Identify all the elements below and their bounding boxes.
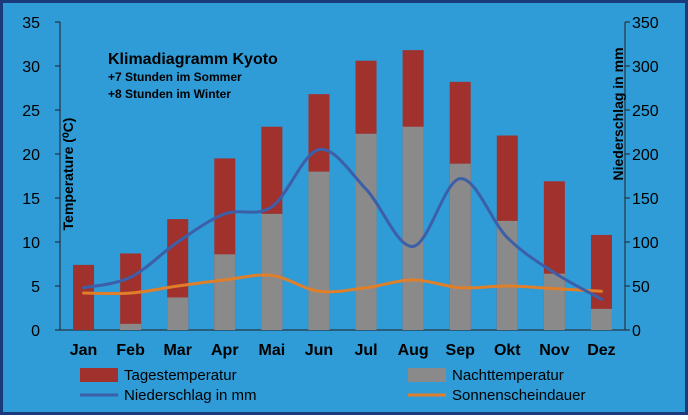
lines-layer (82, 148, 603, 301)
y-left-tick-label: 15 (22, 191, 40, 208)
y-left-tick-label: 5 (31, 279, 40, 296)
x-tick-label-jul: Jul (354, 342, 377, 359)
y-right-tick-label: 350 (632, 15, 659, 32)
bar-nachttemperatur-aug (402, 126, 424, 330)
bar-nachttemperatur-dez (590, 308, 612, 330)
x-tick-label-mar: Mar (163, 342, 191, 359)
x-tick-label-dez: Dez (587, 342, 615, 359)
y-left-tick-label: 30 (22, 59, 40, 76)
x-tick-label-jun: Jun (305, 342, 333, 359)
y-right-tick-label: 200 (632, 147, 659, 164)
chart-subtitle-line-1: +7 Stunden im Sommer (108, 70, 242, 84)
legend-label-nachttemperatur: Nachttemperatur (452, 367, 564, 384)
y-right-tick-label: 0 (632, 323, 641, 340)
bar-nachttemperatur-nov (543, 273, 565, 330)
chart-subtitle-line-2: +8 Stunden im Winter (108, 87, 231, 101)
bar-nachttemperatur-apr (214, 254, 236, 330)
x-tick-label-okt: Okt (494, 342, 521, 359)
y-right-tick-label: 100 (632, 235, 659, 252)
x-tick-label-apr: Apr (211, 342, 239, 359)
y-left-tick-label: 35 (22, 15, 40, 32)
bar-nachttemperatur-jul (355, 133, 377, 330)
x-tick-label-sep: Sep (446, 342, 476, 359)
bar-nachttemperatur-jun (308, 171, 330, 330)
y-axis-left-label: Temperature (⁰C) (60, 118, 76, 231)
x-tick-label-aug: Aug (398, 342, 429, 359)
line-niederschlag-in-mm (82, 148, 603, 301)
bar-nachttemperatur-okt (496, 220, 518, 330)
line-sonnenscheindauer (82, 273, 603, 296)
bar-nachttemperatur-feb (120, 323, 142, 330)
y-right-tick-label: 150 (632, 191, 659, 208)
legend: Tagestemperatur Nachttemperatur Niedersc… (80, 367, 585, 404)
y-right-tick-label: 300 (632, 59, 659, 76)
legend-label-niederschlag: Niederschlag in mm (124, 387, 257, 404)
legend-label-sonnenscheindauer: Sonnenscheindauer (452, 387, 585, 404)
bar-tagestemperatur-dez (590, 234, 612, 330)
y-left-tick-label: 20 (22, 147, 40, 164)
x-tick-label-mai: Mai (259, 342, 286, 359)
x-tick-label-jan: Jan (70, 342, 98, 359)
x-tick-label-nov: Nov (539, 342, 569, 359)
x-tick-labels: Jan Feb Mar Apr Mai Jun Jul Aug Sep Okt Nov Dez (70, 342, 616, 359)
x-tick-label-feb: Feb (116, 342, 145, 359)
legend-label-tagestemperatur: Tagestemperatur (124, 367, 237, 384)
bar-nachttemperatur-sep (449, 163, 471, 330)
chart-title: Klimadiagramm Kyoto (108, 51, 278, 68)
y-left-tick-label: 25 (22, 103, 40, 120)
y-left-tick-label: 10 (22, 235, 40, 252)
y-axis-right-label: Niederschlag in mm (610, 47, 626, 180)
chart-background (3, 3, 685, 412)
legend-swatch-nachttemperatur (408, 368, 446, 382)
y-right-tick-label: 250 (632, 103, 659, 120)
bar-nachttemperatur-mar (167, 297, 189, 330)
y-right-tick-label: 50 (632, 279, 650, 296)
legend-swatch-tagestemperatur (80, 368, 118, 382)
bar-nachttemperatur-mai (261, 213, 283, 330)
bar-tagestemperatur-jan (73, 264, 95, 330)
y-left-tick-label: 0 (31, 323, 40, 340)
